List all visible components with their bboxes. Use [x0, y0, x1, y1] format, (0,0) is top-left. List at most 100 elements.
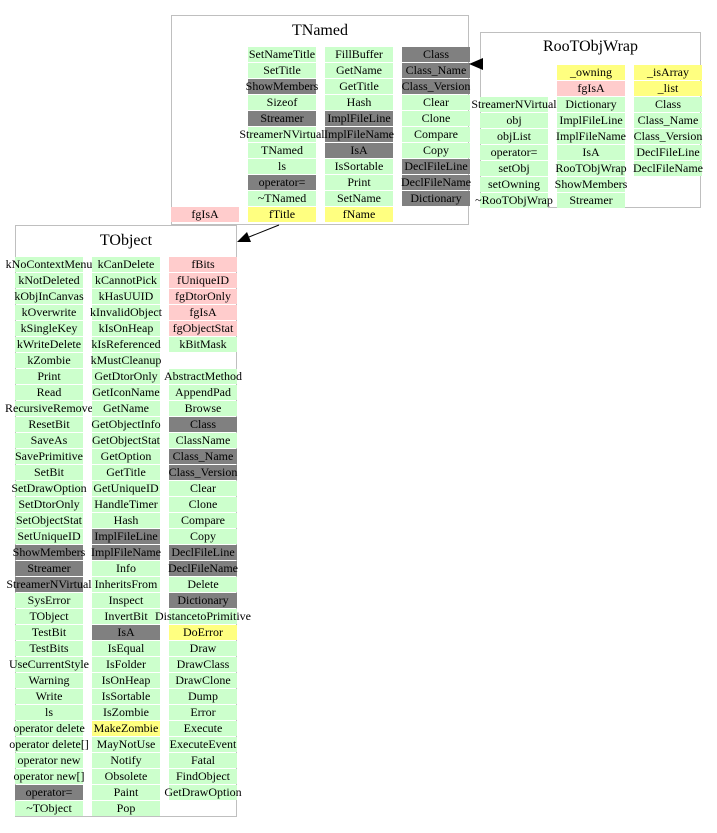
member-cell: fgIsA	[169, 305, 237, 320]
member-cell: ShowMembers	[12, 545, 86, 560]
member-cell: fgIsA	[557, 81, 625, 96]
member-cell: Pop	[92, 801, 160, 816]
member-cell: AppendPad	[169, 385, 237, 400]
member-cell: kBitMask	[169, 337, 237, 352]
member-cell: SetName	[325, 191, 393, 206]
member-cell: Paint	[92, 785, 160, 800]
member-cell: Delete	[169, 577, 237, 592]
member-cell: GetDtorOnly	[92, 369, 160, 384]
member-cell: DeclFileName	[633, 161, 703, 176]
member-cell: Inspect	[92, 593, 160, 608]
member-cell: Copy	[169, 529, 237, 544]
member-cell: IsZombie	[92, 705, 160, 720]
member-cell: IsFolder	[92, 657, 160, 672]
member-cell: IsOnHeap	[92, 673, 160, 688]
member-cell: Clone	[402, 111, 470, 126]
member-cell: DistancetoPrimitive	[155, 609, 251, 624]
member-cell: TestBits	[15, 641, 83, 656]
member-cell: Execute	[169, 721, 237, 736]
member-cell: _list	[634, 81, 702, 96]
member-cell: Draw	[169, 641, 237, 656]
member-cell: GetUniqueID	[92, 481, 160, 496]
member-cell: kCanDelete	[92, 257, 160, 272]
member-cell: Streamer	[557, 193, 625, 208]
member-cell: fBits	[169, 257, 237, 272]
member-cell: DeclFileLine	[402, 159, 470, 174]
member-cell: kIsReferenced	[91, 337, 161, 352]
member-cell: kObjInCanvas	[14, 289, 84, 304]
member-cell: Class_Name	[402, 63, 470, 78]
member-cell: ImplFileName	[556, 129, 626, 144]
member-cell: DeclFileName	[401, 175, 471, 190]
member-cell: Class_Name	[634, 113, 702, 128]
member-cell: SetDtorOnly	[15, 497, 83, 512]
member-cell: fUniqueID	[169, 273, 237, 288]
class-title: TObject	[99, 232, 153, 249]
member-cell: kNoContextMenu	[5, 257, 93, 272]
member-cell: SetObjectStat	[15, 513, 83, 528]
member-cell: Copy	[402, 143, 470, 158]
member-cell: Clear	[402, 95, 470, 110]
member-cell: Hash	[325, 95, 393, 110]
member-cell: fgObjectStat	[169, 321, 237, 336]
member-cell: StreamerNVirtual	[471, 97, 557, 112]
member-cell: kOverwrite	[15, 305, 83, 320]
member-cell: kHasUUID	[92, 289, 160, 304]
member-cell: Dictionary	[557, 97, 625, 112]
member-cell: DoError	[169, 625, 237, 640]
member-cell: Class_Version	[633, 129, 703, 144]
member-cell: Clear	[169, 481, 237, 496]
member-cell: SetDrawOption	[11, 481, 87, 496]
member-cell: _isArray	[634, 65, 702, 80]
member-cell: kMustCleanup	[90, 353, 162, 368]
class-title: TNamed	[292, 22, 348, 39]
member-cell: Obsolete	[92, 769, 160, 784]
member-cell: DrawClass	[169, 657, 237, 672]
member-cell: Dictionary	[402, 191, 470, 206]
member-cell: Clone	[169, 497, 237, 512]
member-cell: DrawClone	[169, 673, 237, 688]
member-cell: MayNotUse	[92, 737, 160, 752]
member-cell: Warning	[15, 673, 83, 688]
member-cell: Error	[169, 705, 237, 720]
member-cell: GetName	[325, 63, 393, 78]
member-cell: FillBuffer	[325, 47, 393, 62]
inheritance-line	[248, 224, 280, 238]
member-cell: setOwning	[480, 177, 548, 192]
member-cell: DeclFileLine	[634, 145, 702, 160]
member-cell: SavePrimitive	[15, 449, 83, 464]
member-cell: UseCurrentStyle	[9, 657, 89, 672]
member-cell: HandleTimer	[92, 497, 160, 512]
member-cell: SetTitle	[248, 63, 316, 78]
member-cell: operator=	[248, 175, 316, 190]
member-cell: StreamerNVirtual	[239, 127, 325, 142]
inheritance-arrowhead	[469, 58, 483, 70]
member-cell: Compare	[402, 127, 470, 142]
member-cell: MakeZombie	[92, 721, 160, 736]
member-cell: kNotDeleted	[15, 273, 83, 288]
member-cell: operator=	[480, 145, 548, 160]
member-cell: Class_Name	[169, 449, 237, 464]
member-cell: GetDrawOption	[164, 785, 242, 800]
member-cell: kZombie	[15, 353, 83, 368]
member-cell: ExecuteEvent	[169, 737, 237, 752]
member-cell: kInvalidObject	[90, 305, 162, 320]
member-cell: GetObjectStat	[92, 433, 160, 448]
member-cell: Print	[325, 175, 393, 190]
member-cell: fgIsA	[171, 207, 239, 222]
member-cell: Fatal	[169, 753, 237, 768]
member-cell: Class	[169, 417, 237, 432]
member-cell: objList	[480, 129, 548, 144]
inheritance-arrowhead	[237, 232, 251, 242]
member-cell: Browse	[169, 401, 237, 416]
member-cell: GetTitle	[92, 465, 160, 480]
member-cell: ShowMembers	[554, 177, 628, 192]
member-cell: SetNameTitle	[248, 47, 316, 62]
member-cell: RecursiveRemove	[5, 401, 93, 416]
member-cell: operator new[]	[13, 769, 85, 784]
member-cell: Dictionary	[169, 593, 237, 608]
member-cell: InvertBit	[92, 609, 160, 624]
member-cell: ImplFileName	[324, 127, 394, 142]
